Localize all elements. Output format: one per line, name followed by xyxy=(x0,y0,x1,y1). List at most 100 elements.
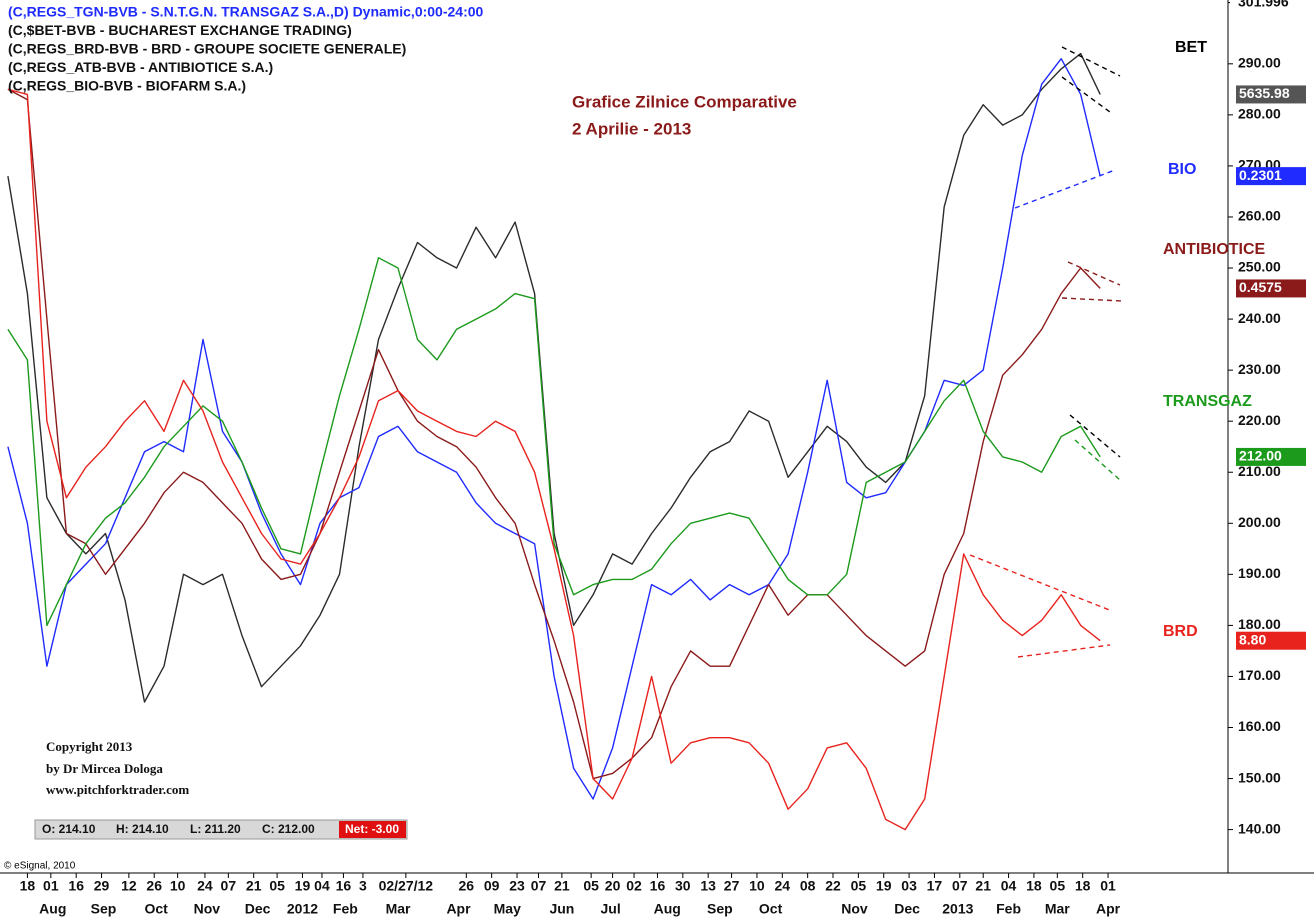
x-month-label: May xyxy=(494,901,521,917)
x-tick-label: 19 xyxy=(295,878,311,894)
x-tick-label: 19 xyxy=(876,878,892,894)
y-tick-label: 150.00 xyxy=(1238,769,1281,785)
x-month-label: Feb xyxy=(996,901,1021,917)
header-line: (C,REGS_TGN-BVB - S.N.T.G.N. TRANSGAZ S.… xyxy=(8,4,484,20)
x-tick-label: 10 xyxy=(749,878,765,894)
trend-line xyxy=(1061,76,1111,113)
x-month-label: Dec xyxy=(245,901,271,917)
x-month-label: Mar xyxy=(1045,901,1070,917)
x-month-label: Oct xyxy=(759,901,783,917)
trend-line xyxy=(1061,46,1121,77)
x-tick-label: 05 xyxy=(583,878,599,894)
copyright: by Dr Mircea Dologa xyxy=(46,761,163,776)
source: © eSignal, 2010 xyxy=(4,861,76,872)
x-tick-label: 18 xyxy=(1075,878,1091,894)
x-tick-label: 08 xyxy=(800,878,816,894)
x-month-label: Nov xyxy=(841,901,868,917)
series-line xyxy=(7,88,1101,831)
x-tick-label: 21 xyxy=(975,878,991,894)
y-tick-label: 280.00 xyxy=(1238,106,1281,122)
last-value-box xyxy=(1236,85,1306,104)
series-label: BRD xyxy=(1163,623,1198,640)
x-tick-label: 18 xyxy=(20,878,36,894)
header-line: (C,REGS_BRD-BVB - BRD - GROUPE SOCIETE G… xyxy=(8,41,406,57)
net-box xyxy=(339,821,406,838)
y-tick-label: 140.00 xyxy=(1238,820,1281,836)
ohlc-net: Net: -3.00 xyxy=(345,822,399,836)
x-tick-label: 18 xyxy=(1026,878,1042,894)
x-tick-label: 26 xyxy=(146,878,162,894)
x-month-label: 2012 xyxy=(287,901,318,917)
x-month-label: Apr xyxy=(1096,901,1121,917)
x-tick-label: 21 xyxy=(554,878,570,894)
x-tick-label: 16 xyxy=(650,878,666,894)
last-value-box xyxy=(1236,447,1306,466)
x-month-label: Sep xyxy=(91,901,117,917)
trend-line xyxy=(1061,297,1123,302)
last-value-box xyxy=(1236,279,1306,298)
x-month-label: 2013 xyxy=(942,901,973,917)
x-month-label: Jun xyxy=(549,901,574,917)
y-tick-label: 290.00 xyxy=(1238,55,1281,71)
y-tick-label: 180.00 xyxy=(1238,616,1281,632)
last-value-label: 8.80 xyxy=(1239,631,1266,647)
chart-title: Grafice Zilnice Comparative xyxy=(572,92,797,111)
ohlc-high: H: 214.10 xyxy=(116,822,169,836)
x-tick-label: 24 xyxy=(775,878,791,894)
y-tick-label: 301.996 xyxy=(1238,0,1289,9)
x-month-label: Oct xyxy=(144,901,168,917)
y-tick-label: 160.00 xyxy=(1238,718,1281,734)
last-value-label: 212.00 xyxy=(1239,448,1282,464)
x-tick-label: 21 xyxy=(246,878,262,894)
x-tick-label: 20 xyxy=(605,878,621,894)
trend-line xyxy=(1017,644,1111,658)
trend-lines xyxy=(969,46,1123,658)
x-tick-label: 04 xyxy=(314,878,330,894)
trend-line xyxy=(1069,414,1121,458)
x-tick-label: 17 xyxy=(927,878,943,894)
y-tick-label: 200.00 xyxy=(1238,514,1281,530)
plot-area xyxy=(7,52,1101,831)
x-tick-label: 16 xyxy=(68,878,84,894)
x-month-label: Aug xyxy=(39,901,66,917)
x-tick-label: 02/27/12 xyxy=(379,878,434,894)
x-month-label: Mar xyxy=(386,901,411,917)
x-tick-label: 09 xyxy=(484,878,500,894)
x-tick-label: 29 xyxy=(94,878,110,894)
series-line xyxy=(7,257,1101,627)
last-value-box xyxy=(1236,631,1306,650)
y-tick-label: 250.00 xyxy=(1238,259,1281,275)
trend-line xyxy=(969,554,1113,612)
ohlc-low: L: 211.20 xyxy=(190,822,241,836)
x-tick-label: 10 xyxy=(170,878,186,894)
last-value-label: 0.4575 xyxy=(1239,279,1282,295)
x-tick-label: 04 xyxy=(1001,878,1017,894)
x-tick-label: 23 xyxy=(509,878,525,894)
x-tick-label: 22 xyxy=(825,878,841,894)
x-tick-label: 26 xyxy=(459,878,475,894)
series-line xyxy=(7,88,1101,780)
y-tick-label: 210.00 xyxy=(1238,463,1281,479)
x-tick-label: 01 xyxy=(43,878,59,894)
last-value-box xyxy=(1236,167,1306,186)
y-tick-box xyxy=(1230,0,1314,11)
x-tick-label: 30 xyxy=(675,878,691,894)
series-label: BET xyxy=(1175,39,1207,56)
x-tick-label: 07 xyxy=(221,878,237,894)
x-tick-label: 05 xyxy=(1050,878,1066,894)
x-tick-label: 24 xyxy=(197,878,213,894)
header-line: (C,REGS_ATB-BVB - ANTIBIOTICE S.A.) xyxy=(8,59,273,75)
ohlc-box xyxy=(34,819,408,840)
last-value-label: 5635.98 xyxy=(1239,85,1290,101)
y-tick-label: 220.00 xyxy=(1238,412,1281,428)
trend-line xyxy=(1074,439,1121,481)
x-tick-label: 01 xyxy=(1100,878,1116,894)
chart-subtitle: 2 Aprilie - 2013 xyxy=(572,119,691,138)
copyright: Copyright 2013 xyxy=(46,739,133,754)
x-tick-label: 12 xyxy=(121,878,137,894)
x-month-label: Dec xyxy=(894,901,920,917)
y-tick-label: 170.00 xyxy=(1238,667,1281,683)
x-month-label: Feb xyxy=(333,901,358,917)
ohlc-close: C: 212.00 xyxy=(262,822,315,836)
